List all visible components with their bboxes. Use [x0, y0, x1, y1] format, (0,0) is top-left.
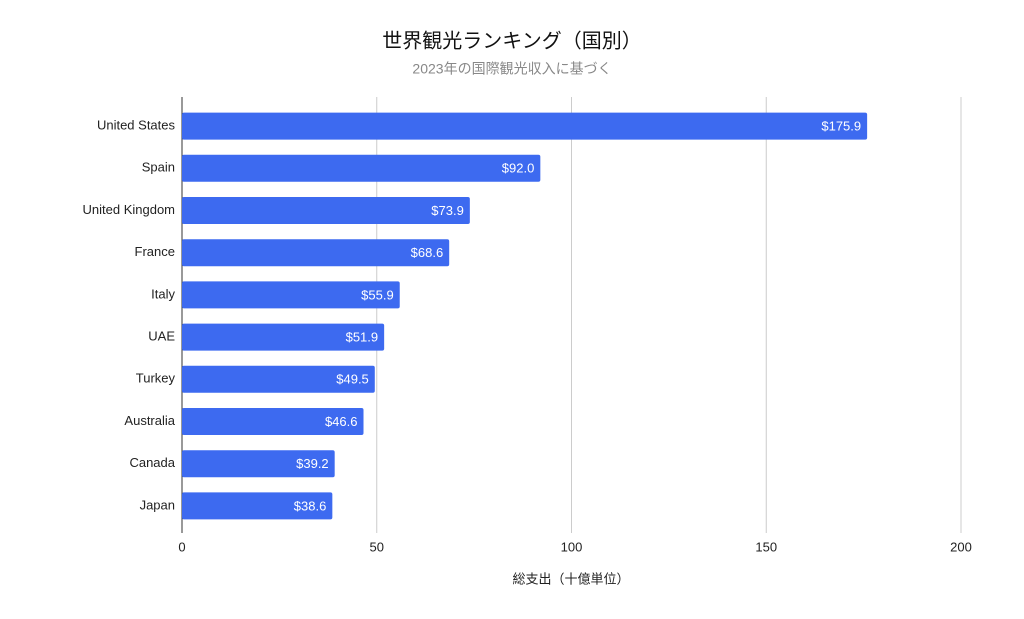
y-tick-label: Australia	[124, 413, 175, 428]
x-tick-label: 150	[755, 539, 777, 554]
bar	[182, 408, 364, 435]
y-tick-label: UAE	[148, 329, 175, 344]
y-tick-label: United Kingdom	[83, 202, 176, 217]
y-tick-label: Italy	[151, 286, 175, 301]
y-tick-label: Turkey	[136, 371, 176, 386]
bar	[182, 492, 333, 520]
x-tick-label: 200	[950, 539, 972, 554]
value-label: $39.2	[296, 456, 329, 471]
y-tick-label: United States	[97, 118, 176, 133]
chart-subtitle: 2023年の国際観光収入に基づく	[412, 61, 611, 77]
bar	[182, 323, 385, 351]
value-label: $92.0	[502, 161, 535, 176]
bar	[182, 154, 541, 182]
x-axis-label: 総支出（十億単位）	[512, 571, 629, 586]
y-tick-label: Spain	[142, 160, 175, 175]
value-label: $68.6	[411, 245, 444, 260]
bar	[182, 239, 450, 267]
x-tick-label: 100	[561, 539, 583, 554]
bar	[182, 112, 868, 140]
bar	[182, 365, 375, 393]
value-label: $175.9	[821, 119, 861, 134]
x-tick-label: 50	[370, 539, 384, 554]
bar	[182, 197, 470, 224]
y-tick-label: Canada	[129, 455, 175, 470]
value-label: $55.9	[361, 287, 394, 302]
value-label: $51.9	[346, 330, 379, 345]
bar	[182, 450, 335, 478]
bar	[182, 281, 400, 309]
value-label: $73.9	[431, 203, 464, 218]
y-tick-label: France	[135, 244, 175, 259]
value-label: $49.5	[336, 372, 369, 387]
y-tick-label: Japan	[140, 497, 175, 512]
chart-title: 世界観光ランキング（国別）	[382, 29, 641, 52]
x-tick-label: 0	[178, 539, 185, 554]
value-label: $38.6	[294, 498, 327, 513]
value-label: $46.6	[325, 414, 358, 429]
